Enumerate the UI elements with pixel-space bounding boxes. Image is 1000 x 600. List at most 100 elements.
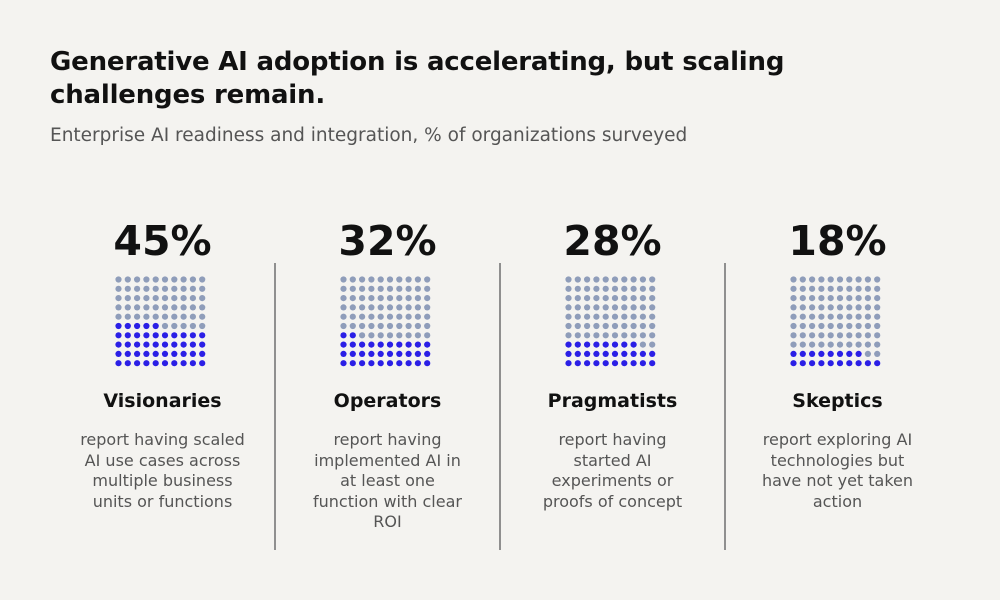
waffle-dot-empty [611, 285, 619, 292]
waffle-dot-empty [649, 313, 656, 320]
waffle-dot-empty [630, 285, 637, 292]
waffle-dot-filled [368, 341, 375, 348]
waffle-dot-filled [790, 360, 797, 367]
waffle-dot-empty [377, 276, 384, 283]
waffle-dot-filled [161, 341, 169, 348]
waffle-dot-empty [143, 313, 150, 320]
waffle-dot-empty [386, 276, 394, 283]
waffle-dot-empty [602, 285, 609, 292]
waffle-dot-filled [396, 360, 403, 367]
waffle-dot-empty [199, 304, 206, 311]
waffle-dot-empty [874, 276, 881, 283]
waffle-dot-filled [359, 341, 366, 348]
waffle-dot-empty [818, 322, 825, 330]
waffle-dot-empty [405, 313, 412, 320]
waffle-dot-empty [171, 295, 178, 302]
waffle-dot-filled [405, 341, 412, 348]
waffle-dot-filled [171, 332, 178, 339]
waffle-dot-empty [836, 295, 844, 302]
waffle-dot-filled [790, 350, 797, 357]
waffle-dot-empty [584, 285, 591, 292]
waffle-dot-empty [630, 332, 637, 339]
waffle-dot-empty [134, 285, 141, 292]
waffle-dot-filled [630, 350, 637, 357]
waffle-dot-empty [836, 341, 844, 348]
waffle-dot-empty [414, 313, 421, 320]
segment-visionaries: 45% Visionaries report having scaled AI … [50, 214, 275, 554]
waffle-dot-filled [818, 360, 825, 367]
waffle-dot-filled [593, 360, 600, 367]
waffle-dot-filled [124, 360, 131, 367]
waffle-dot-empty [171, 313, 178, 320]
waffle-dot-empty [649, 322, 656, 330]
waffle-dot-filled [593, 341, 600, 348]
waffle-dot-filled [368, 350, 375, 357]
waffle-dot-filled [152, 341, 159, 348]
waffle-dot-empty [611, 304, 619, 311]
waffle-dot-empty [639, 276, 646, 283]
waffle-dot-empty [818, 295, 825, 302]
waffle-dot-empty [584, 276, 591, 283]
waffle-dot-empty [414, 332, 421, 339]
waffle-dot-empty [152, 313, 159, 320]
waffle-dot-empty [180, 304, 187, 311]
waffle-dot-empty [349, 304, 356, 311]
waffle-dot-filled [424, 360, 431, 367]
waffle-dot-empty [836, 322, 844, 330]
waffle-dot-filled [377, 360, 384, 367]
waffle-dot-empty [874, 313, 881, 320]
waffle-dot-empty [124, 313, 131, 320]
waffle-dot-empty [368, 276, 375, 283]
waffle-dot-filled [180, 350, 187, 357]
waffle-dot-filled [199, 332, 206, 339]
waffle-dot-filled [115, 360, 122, 367]
waffle-dot-empty [377, 295, 384, 302]
waffle-dot-empty [864, 341, 871, 348]
waffle-dot-empty [359, 332, 366, 339]
waffle-dot-empty [639, 304, 646, 311]
waffle-dot-filled [340, 360, 347, 367]
waffle-dot-empty [846, 332, 853, 339]
waffle-dot-empty [574, 295, 581, 302]
waffle-dot-empty [377, 313, 384, 320]
waffle-dot-empty [836, 304, 844, 311]
waffle-dot-empty [630, 304, 637, 311]
segment-operators: 32% Operators report having implemented … [275, 214, 500, 554]
waffle-dot-empty [414, 285, 421, 292]
waffle-dot-filled [621, 350, 628, 357]
waffle-dot-empty [199, 313, 206, 320]
waffle-dot-empty [809, 341, 816, 348]
waffle-dot-empty [180, 285, 187, 292]
waffle-dot-empty [565, 332, 572, 339]
waffle-dot-empty [611, 332, 619, 339]
waffle-dot-filled [855, 350, 862, 357]
waffle-dot-empty [649, 304, 656, 311]
waffle-dot-empty [189, 285, 196, 292]
waffle-dot-filled [161, 350, 169, 357]
waffle-dot-filled [171, 360, 178, 367]
waffle-dot-empty [414, 304, 421, 311]
waffle-dot-filled [143, 350, 150, 357]
segment-label: Operators [333, 390, 442, 412]
waffle-dot-empty [827, 304, 834, 311]
waffle-dot-empty [199, 322, 206, 330]
waffle-dot-filled [818, 350, 825, 357]
waffle-dot-empty [115, 276, 122, 283]
waffle-dot-empty [359, 285, 366, 292]
waffle-dot-empty [377, 322, 384, 330]
waffle-dot-empty [414, 295, 421, 302]
waffle-dot-filled [171, 341, 178, 348]
waffle-dot-filled [386, 360, 394, 367]
waffle-dot-empty [171, 276, 178, 283]
waffle-dot-empty [368, 332, 375, 339]
waffle-dot-filled [864, 360, 871, 367]
waffle-dot-empty [611, 313, 619, 320]
waffle-dot-empty [593, 332, 600, 339]
waffle-dot-empty [818, 285, 825, 292]
waffle-dot-empty [171, 285, 178, 292]
waffle-dot-filled [115, 322, 122, 330]
waffle-dot-empty [396, 332, 403, 339]
column-divider [724, 263, 726, 550]
waffle-dot-empty [855, 322, 862, 330]
waffle-dot-empty [864, 276, 871, 283]
